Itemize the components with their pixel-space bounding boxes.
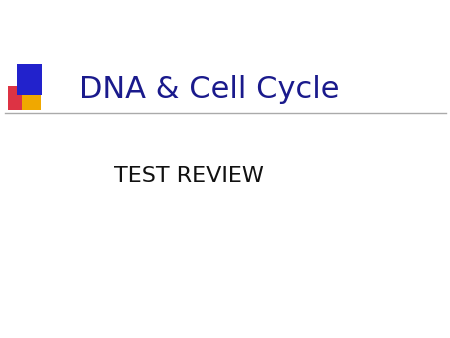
Bar xyxy=(17,64,42,95)
Text: DNA & Cell Cycle: DNA & Cell Cycle xyxy=(79,75,339,104)
Text: TEST REVIEW: TEST REVIEW xyxy=(114,166,264,186)
Bar xyxy=(22,87,40,110)
Bar xyxy=(8,86,28,110)
